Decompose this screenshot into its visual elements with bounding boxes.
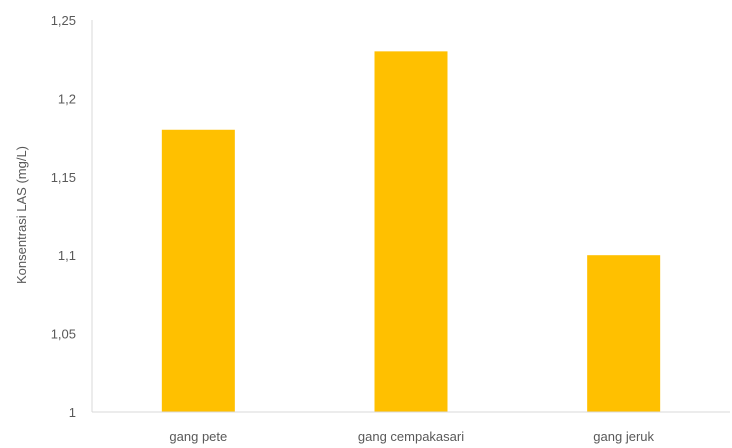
- y-tick-label: 1: [69, 405, 76, 420]
- x-tick-label: gang cempakasari: [358, 429, 464, 444]
- y-tick-label: 1,2: [58, 91, 76, 106]
- x-axis-ticks: gang pete gang cempakasari gang jeruk: [169, 429, 654, 444]
- bar: [374, 51, 448, 413]
- x-tick-label: gang pete: [169, 429, 227, 444]
- y-tick-label: 1,05: [51, 327, 76, 342]
- y-tick-label: 1,1: [58, 248, 76, 263]
- y-axis-ticks: 1 1,05 1,1 1,15 1,2 1,25: [51, 13, 76, 420]
- y-axis-title: Konsentrasi LAS (mg/L): [14, 146, 29, 284]
- bars: [161, 51, 661, 413]
- x-tick-label: gang jeruk: [593, 429, 654, 444]
- y-tick-label: 1,15: [51, 170, 76, 185]
- bar: [587, 255, 661, 412]
- y-tick-label: 1,25: [51, 13, 76, 28]
- bar: [161, 129, 235, 412]
